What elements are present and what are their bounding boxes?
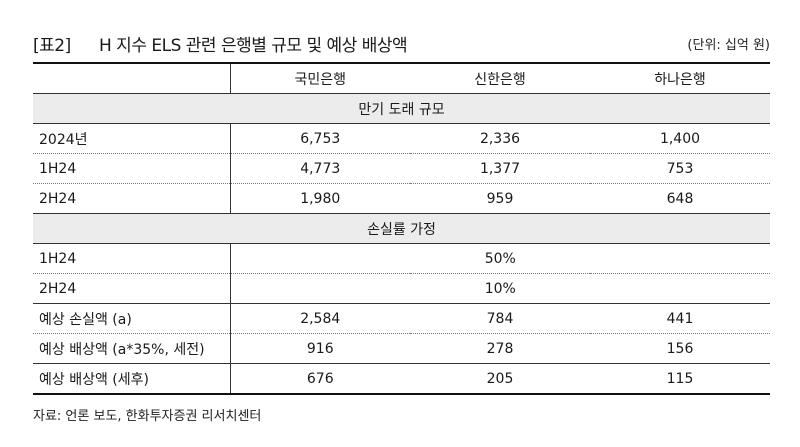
- cell-shinhan: 278: [410, 333, 590, 364]
- header-row: 국민은행 신한은행 하나은행: [33, 64, 770, 94]
- section-row-loss: 손실률 가정: [33, 213, 770, 244]
- table-row: 2H24 1,980 959 648: [33, 183, 770, 214]
- row-label: 2024년: [33, 123, 230, 154]
- cell-hana: 115: [590, 363, 770, 395]
- section-loss-label: 손실률 가정: [33, 213, 770, 244]
- cell-hana: 753: [590, 153, 770, 184]
- table-row: 예상 배상액 (a*35%, 세전) 916 278 156: [33, 333, 770, 364]
- table-title-row: [표2] H 지수 ELS 관련 은행별 규모 및 예상 배상액 (단위: 십억…: [33, 28, 770, 58]
- row-label: 예상 배상액 (세후): [33, 363, 230, 395]
- table-row: 예상 손실액 (a) 2,584 784 441: [33, 303, 770, 334]
- cell-shinhan: 2,336: [410, 123, 590, 154]
- table-row: 2024년 6,753 2,336 1,400: [33, 123, 770, 154]
- cell-kookmin: 676: [229, 363, 410, 395]
- cell-loss-rate: 50%: [229, 243, 770, 274]
- cell-hana: 441: [590, 303, 770, 334]
- cell-shinhan: 1,377: [410, 153, 590, 184]
- table-title-text: H 지수 ELS 관련 은행별 규모 및 예상 배상액: [99, 35, 408, 56]
- section-row-maturity: 만기 도래 규모: [33, 93, 770, 124]
- table-row: 2H24 10%: [33, 273, 770, 304]
- cell-kookmin: 4,773: [229, 153, 410, 184]
- table-title: [표2] H 지수 ELS 관련 은행별 규모 및 예상 배상액: [33, 31, 408, 56]
- cell-kookmin: 1,980: [229, 183, 410, 214]
- header-empty-cell: [33, 64, 230, 94]
- section-maturity-label: 만기 도래 규모: [33, 93, 770, 124]
- table-row-total: 예상 배상액 (세후) 676 205 115: [33, 363, 770, 395]
- cell-kookmin: 916: [229, 333, 410, 364]
- cell-hana: 648: [590, 183, 770, 214]
- row-label: 1H24: [33, 153, 230, 184]
- cell-shinhan: 784: [410, 303, 590, 334]
- table-number: [표2]: [33, 35, 71, 56]
- cell-shinhan: 205: [410, 363, 590, 395]
- row-label: 2H24: [33, 183, 230, 214]
- table-row: 1H24 50%: [33, 243, 770, 274]
- top-rule: [33, 62, 770, 64]
- els-bank-table: 국민은행 신한은행 하나은행 만기 도래 규모 2024년 6,753 2,33…: [33, 64, 770, 395]
- cell-hana: 156: [590, 333, 770, 364]
- cell-kookmin: 6,753: [229, 123, 410, 154]
- row-label: 예상 배상액 (a*35%, 세전): [33, 333, 230, 364]
- header-hana: 하나은행: [590, 64, 770, 94]
- header-kookmin: 국민은행: [229, 64, 410, 94]
- cell-kookmin: 2,584: [229, 303, 410, 334]
- header-shinhan: 신한은행: [410, 64, 590, 94]
- row-label: 예상 손실액 (a): [33, 303, 230, 334]
- source-note: 자료: 언론 보도, 한화투자증권 리서치센터: [33, 409, 262, 424]
- row-label: 2H24: [33, 273, 230, 304]
- cell-shinhan: 959: [410, 183, 590, 214]
- unit-label: (단위: 십억 원): [687, 37, 770, 53]
- table-row: 1H24 4,773 1,377 753: [33, 153, 770, 184]
- cell-loss-rate: 10%: [229, 273, 770, 304]
- row-label: 1H24: [33, 243, 230, 274]
- cell-hana: 1,400: [590, 123, 770, 154]
